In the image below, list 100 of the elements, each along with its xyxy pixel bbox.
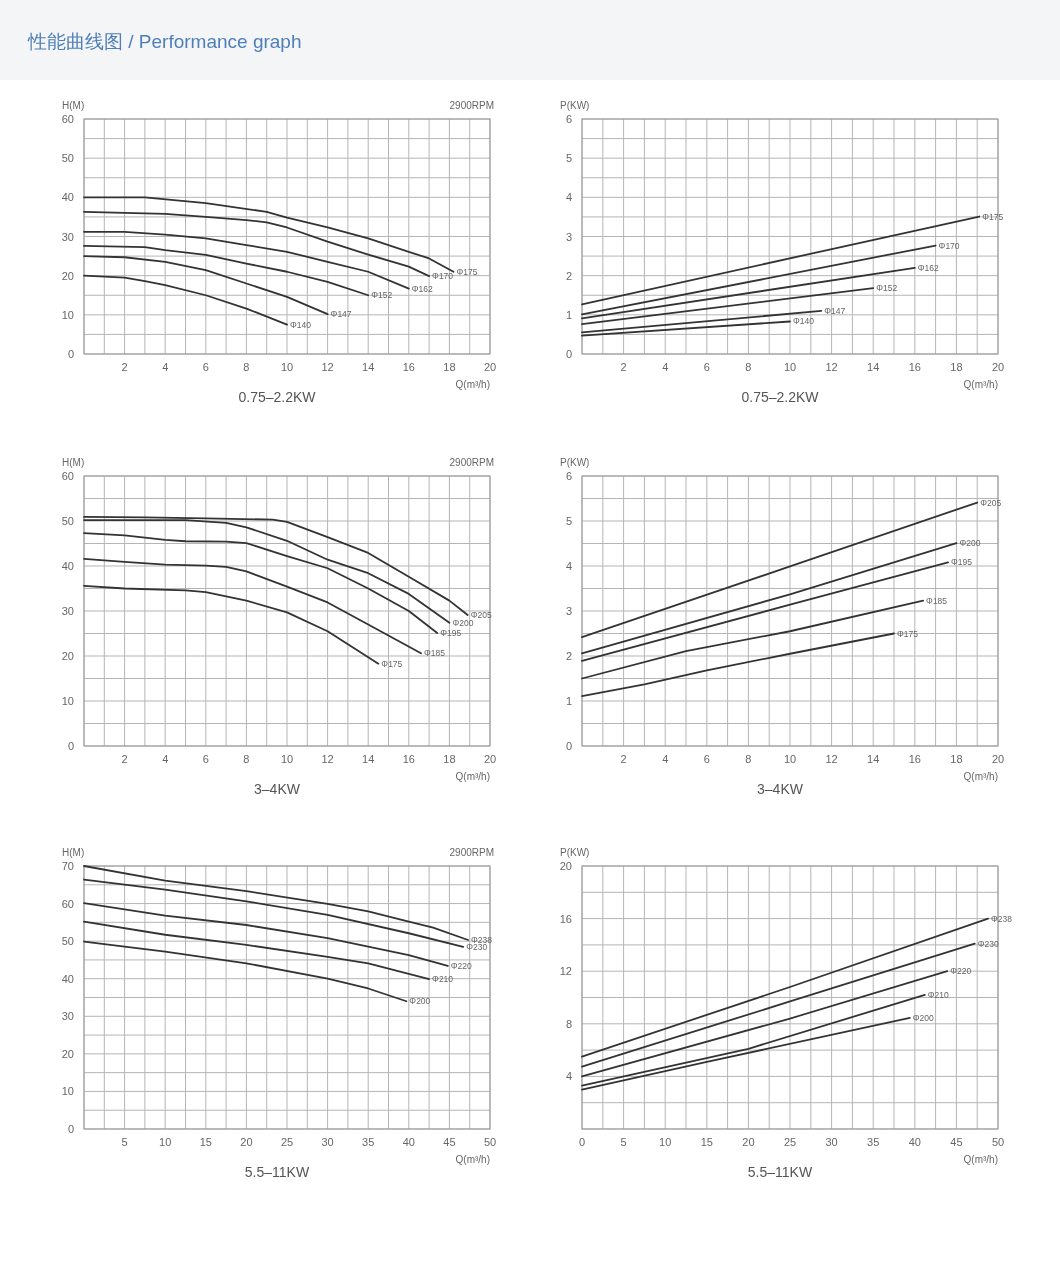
y-axis-title: H(M) (62, 847, 85, 858)
x-tick-label: 45 (443, 1136, 456, 1148)
line-series (83, 230, 410, 290)
y-tick-label: 10 (61, 1085, 74, 1098)
y-tick-label: 20 (559, 860, 572, 872)
y-tick-label: 50 (61, 935, 74, 948)
x-axis-title: Q(m³/h) (963, 771, 998, 782)
x-tick-label: 4 (662, 361, 669, 373)
series-label: Φ152 (876, 283, 898, 294)
y-tick-label: 3 (565, 605, 572, 617)
x-tick-label: 4 (162, 361, 169, 373)
line-series (83, 878, 465, 948)
x-tick-label: 14 (867, 361, 880, 373)
x-tick-label: 8 (243, 361, 250, 373)
series-label: Φ200 (409, 996, 431, 1007)
y-tick-label: 5 (565, 152, 572, 165)
x-tick-label: 0 (578, 1136, 586, 1148)
series-label: Φ140 (290, 319, 312, 330)
y-axis-title: P(KW) (560, 847, 590, 858)
x-tick-label: 18 (443, 753, 456, 765)
text: 3–4KW (254, 781, 301, 797)
y-tick-label: 0 (67, 1123, 74, 1135)
series-label: Φ175 (982, 211, 1004, 222)
y-tick-label: 30 (61, 605, 74, 617)
y-tick-label: 70 (61, 860, 74, 872)
x-tick-label: 20 (240, 1136, 253, 1148)
x-tick-label: 15 (700, 1136, 713, 1148)
x-axis-title: Q(m³/h) (963, 379, 998, 390)
x-tick-label: 10 (783, 361, 797, 373)
series-label: Φ170 (938, 240, 960, 251)
line-series (83, 557, 422, 655)
series-label: Φ230 (977, 938, 999, 949)
series-label: Φ205 (980, 497, 1002, 508)
y-tick-label: 30 (61, 1010, 74, 1023)
x-tick-label: 8 (243, 753, 250, 765)
x-tick-label: 6 (202, 361, 209, 373)
x-tick-label: 45 (950, 1136, 963, 1148)
series-label: Φ195 (440, 628, 462, 639)
x-tick-label: 2 (620, 753, 627, 765)
series-label: Φ162 (917, 262, 940, 273)
line-series (83, 584, 380, 665)
x-tick-label: 30 (321, 1136, 334, 1148)
text: 3–4KW (757, 781, 804, 797)
x-tick-label: 6 (703, 361, 710, 373)
x-tick-label: 18 (950, 361, 963, 373)
x-tick-label: 40 (908, 1136, 921, 1148)
line-series (83, 245, 370, 297)
x-axis-title: Q(m³/h) (455, 379, 490, 390)
text: 性能曲线图 / Performance graph (27, 31, 302, 52)
y-tick-label: 0 (67, 740, 74, 752)
series-label: Φ170 (432, 271, 454, 282)
y-tick-label: 10 (61, 308, 74, 321)
x-tick-label: 35 (867, 1136, 880, 1148)
x-tick-label: 4 (662, 753, 669, 765)
line-series (83, 865, 469, 941)
text: 2900RPM (449, 100, 494, 111)
x-tick-label: 20 (742, 1136, 755, 1148)
y-tick-label: 10 (61, 695, 74, 707)
y-tick-label: 20 (61, 650, 74, 662)
line-series (83, 532, 439, 634)
series-label: Φ147 (330, 309, 352, 320)
x-axis-title: Q(m³/h) (455, 771, 490, 782)
x-axis-title: Q(m³/h) (963, 1154, 998, 1165)
x-tick-label: 20 (483, 753, 497, 765)
text: 5.5–11KW (244, 1164, 310, 1180)
x-tick-label: 2 (121, 753, 128, 765)
x-tick-label: 50 (483, 1136, 497, 1148)
x-tick-label: 16 (908, 753, 921, 765)
text: 0.75–2.2KW (741, 389, 820, 405)
y-tick-label: 4 (565, 191, 572, 204)
y-axis-title: P(KW) (560, 100, 590, 111)
x-tick-label: 2 (620, 361, 627, 373)
y-axis-title: P(KW) (560, 457, 590, 468)
y-tick-label: 60 (61, 470, 74, 482)
x-tick-label: 35 (362, 1136, 375, 1148)
y-tick-label: 3 (565, 230, 572, 243)
x-tick-label: 8 (745, 753, 752, 765)
x-tick-label: 30 (825, 1136, 838, 1148)
x-tick-label: 10 (280, 753, 294, 765)
y-tick-label: 2 (565, 269, 572, 282)
series-label: Φ152 (371, 290, 393, 301)
x-tick-label: 14 (867, 753, 880, 765)
x-tick-label: 20 (483, 361, 497, 373)
series-label: Φ162 (411, 283, 434, 294)
y-tick-label: 4 (565, 560, 572, 572)
y-tick-label: 2 (565, 650, 572, 662)
x-tick-label: 5 (121, 1136, 128, 1148)
series-label: Φ175 (381, 658, 403, 669)
y-tick-label: 50 (61, 515, 74, 527)
series-label: Φ185 (926, 595, 948, 606)
x-tick-label: 10 (659, 1136, 672, 1148)
series-label: Φ200 (959, 538, 981, 549)
x-tick-label: 40 (402, 1136, 415, 1148)
series-label: Φ147 (824, 305, 846, 316)
y-tick-label: 12 (559, 965, 572, 978)
line-series (83, 920, 430, 980)
x-tick-label: 15 (199, 1136, 212, 1148)
x-axis-title: Q(m³/h) (455, 1154, 490, 1165)
series-label: Φ220 (450, 960, 473, 971)
x-tick-label: 10 (783, 753, 797, 765)
